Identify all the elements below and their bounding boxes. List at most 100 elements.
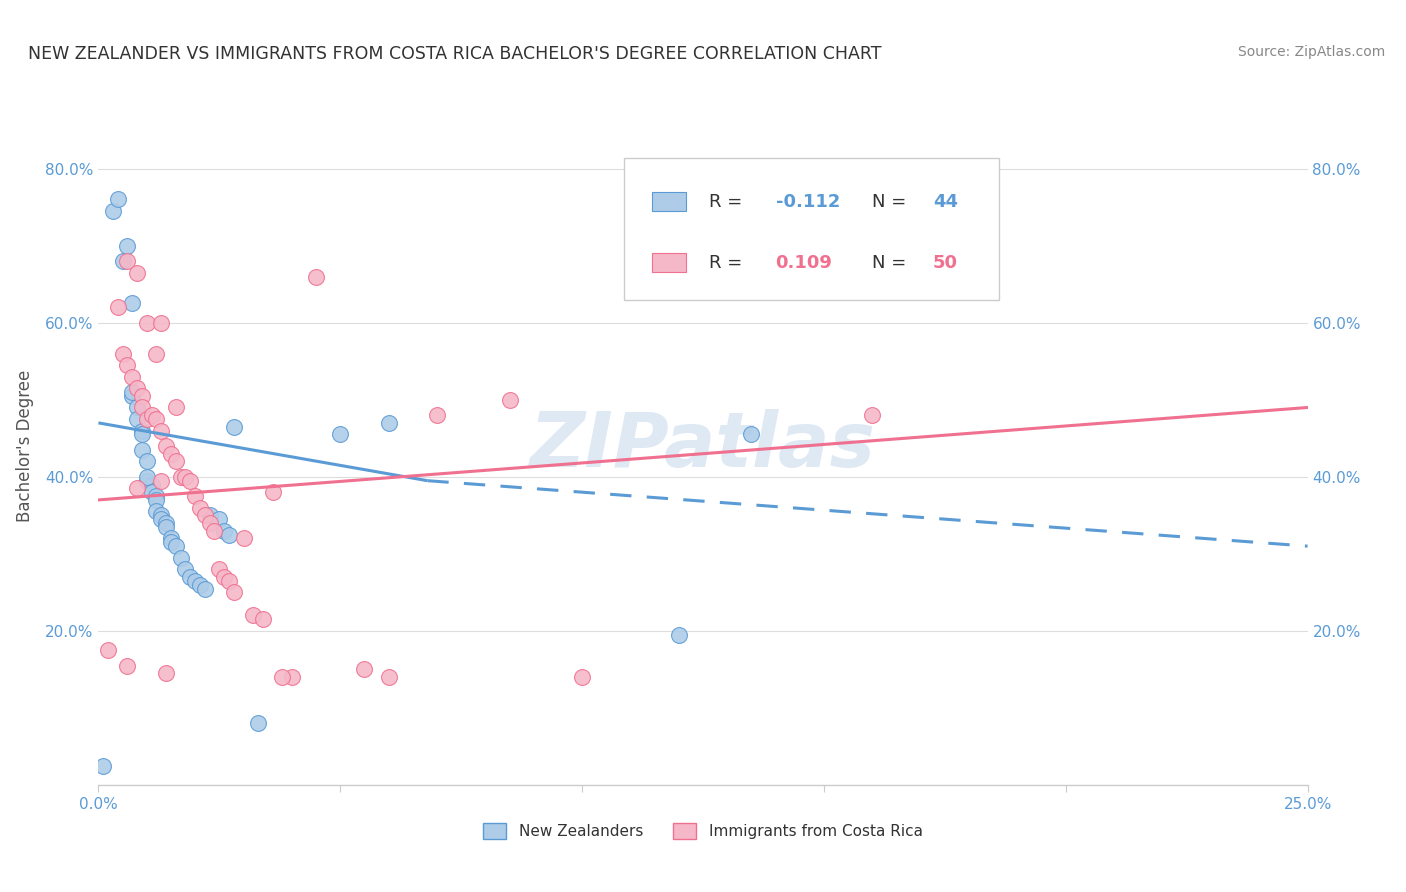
Point [131,424,153,438]
Point [101,204,124,219]
Point [232,532,254,546]
Point [305,269,328,284]
Point [353,662,375,676]
Point [212,524,235,538]
Point [155,516,177,530]
Point [131,389,153,403]
Point [377,670,399,684]
Point [860,408,883,422]
Point [121,389,143,403]
Point [271,670,294,684]
Point [160,535,183,549]
Point [155,520,177,534]
Point [111,346,134,360]
Text: 0.109: 0.109 [776,254,832,272]
Point [184,574,207,588]
FancyBboxPatch shape [652,253,686,272]
Text: NEW ZEALANDER VS IMMIGRANTS FROM COSTA RICA BACHELOR'S DEGREE CORRELATION CHART: NEW ZEALANDER VS IMMIGRANTS FROM COSTA R… [28,45,882,62]
Point [204,524,226,538]
Point [247,716,270,731]
Text: 50: 50 [932,254,957,272]
Text: N =: N = [872,254,912,272]
Point [222,419,245,434]
Point [174,470,197,484]
FancyBboxPatch shape [652,193,686,211]
Point [188,500,211,515]
Point [97,643,120,657]
Point [169,550,191,565]
Point [377,416,399,430]
Text: 44: 44 [932,193,957,211]
Point [179,570,201,584]
Point [222,585,245,599]
Point [165,401,187,415]
Point [135,454,157,468]
Point [127,482,149,496]
Legend: New Zealanders, Immigrants from Costa Rica: New Zealanders, Immigrants from Costa Ri… [477,817,929,845]
Point [150,508,173,523]
Point [208,562,231,576]
Point [145,346,167,360]
Text: R =: R = [709,193,748,211]
Point [281,670,304,684]
Point [107,193,129,207]
Point [179,474,201,488]
Point [571,670,593,684]
Point [117,238,139,252]
Point [198,508,221,523]
Point [121,385,143,400]
FancyBboxPatch shape [624,158,1000,301]
Point [208,512,231,526]
Text: -0.112: -0.112 [776,193,839,211]
Point [194,508,217,523]
Point [145,412,167,426]
Point [262,485,284,500]
Point [426,408,449,422]
Point [145,492,167,507]
Point [150,512,173,526]
Point [194,582,217,596]
Point [135,412,157,426]
Point [91,758,114,772]
Point [740,427,762,442]
Text: Source: ZipAtlas.com: Source: ZipAtlas.com [1237,45,1385,59]
Point [188,577,211,591]
Point [668,628,690,642]
Point [131,427,153,442]
Point [150,316,173,330]
Point [131,401,153,415]
Point [165,454,187,468]
Text: N =: N = [872,193,912,211]
Point [121,296,143,310]
Point [150,474,173,488]
Point [117,358,139,372]
Point [127,401,149,415]
Point [107,301,129,315]
Point [111,254,134,268]
Point [252,612,274,626]
Point [165,539,187,553]
Point [218,574,240,588]
Point [127,266,149,280]
Point [174,562,197,576]
Y-axis label: Bachelor's Degree: Bachelor's Degree [15,370,34,522]
Point [141,408,163,422]
Point [169,470,191,484]
Point [141,485,163,500]
Point [218,527,240,541]
Point [150,424,173,438]
Point [121,369,143,384]
Point [155,439,177,453]
Text: ZIPatlas: ZIPatlas [530,409,876,483]
Point [127,381,149,395]
Point [212,570,235,584]
Point [127,412,149,426]
Point [184,489,207,503]
Point [135,316,157,330]
Text: R =: R = [709,254,748,272]
Point [160,447,183,461]
Point [135,474,157,488]
Point [160,532,183,546]
Point [131,442,153,457]
Point [198,516,221,530]
